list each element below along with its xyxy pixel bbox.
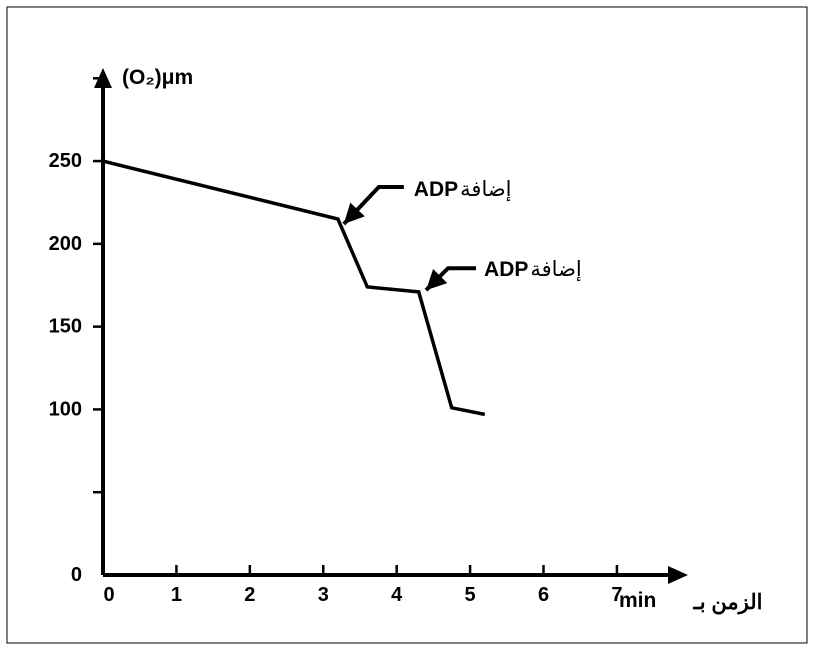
x-tick-label: 3 — [318, 584, 329, 606]
figure-frame — [6, 6, 808, 644]
annotation-word: إضافة — [460, 178, 511, 202]
annotation-code: ADP — [414, 178, 458, 201]
y-tick-label: 250 — [49, 150, 82, 172]
x-axis-word-label: الزمن بـ — [693, 591, 763, 615]
axes — [93, 68, 688, 584]
y-tick-label: 0 — [71, 564, 82, 586]
x-axis-unit-label: min — [619, 589, 656, 612]
annotation-arrowhead — [426, 268, 448, 291]
x-tick-label: 7 — [611, 584, 622, 606]
annotation-word: إضافة — [530, 258, 581, 282]
y-axis-label: (O₂)μm — [122, 66, 193, 89]
x-tick-label: 4 — [391, 584, 403, 606]
x-tick-label: 1 — [171, 584, 182, 606]
y-tick-label: 200 — [49, 233, 82, 255]
annotation-code: ADP — [484, 258, 528, 281]
x-ticks — [175, 565, 619, 575]
y-tick-labels: 0 100 150 200 250 — [49, 150, 82, 586]
y-ticks — [93, 77, 103, 494]
x-tick-label: 0 — [103, 584, 114, 606]
annotation-arrowhead — [343, 202, 365, 224]
x-tick-label: 6 — [538, 584, 549, 606]
x-tick-label: 2 — [244, 584, 255, 606]
x-tick-label: 5 — [465, 584, 476, 606]
series-line — [102, 159, 486, 417]
x-axis-arrowhead — [668, 566, 688, 584]
y-tick-label: 100 — [49, 398, 82, 420]
x-tick-labels: 0 1 2 3 4 5 6 7 — [103, 584, 622, 606]
y-tick-label: 150 — [49, 316, 82, 338]
